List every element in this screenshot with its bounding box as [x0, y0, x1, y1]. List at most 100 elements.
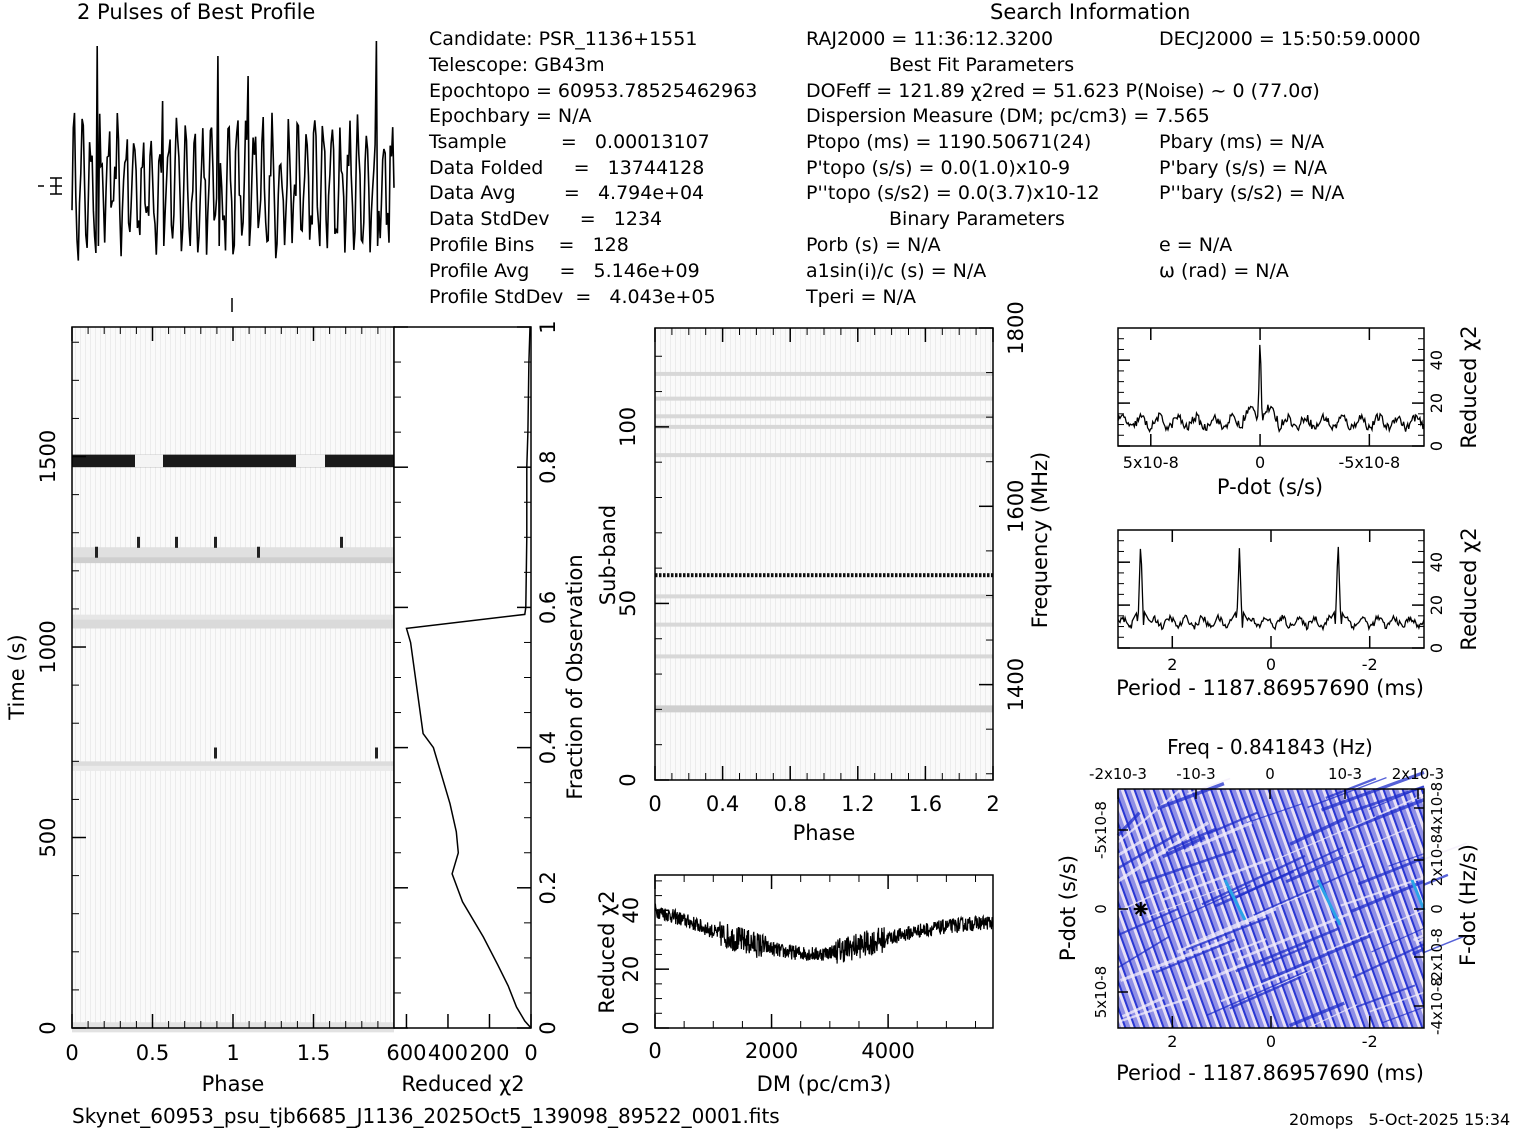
subband-dark-band	[811, 573, 814, 578]
subband-dark-band	[659, 573, 662, 578]
tc-ytick-label: 0	[536, 1021, 560, 1034]
subband-dark-band	[667, 573, 670, 578]
subband-dark-band	[799, 573, 802, 578]
ppdot-streak	[1151, 884, 1251, 931]
info-data-folded: Data Folded = 13744128	[429, 157, 705, 179]
info-p-bary: Pbary (ms) = N/A	[1159, 131, 1325, 153]
ppdot-ylabel2: F-dot (Hz/s)	[1456, 844, 1480, 966]
time-phase-plot: 0 0.5 1 1.5 0 500 1000 1500 Phase Time (s)	[5, 326, 395, 1096]
ppdot-streak	[1187, 777, 1231, 795]
sb-freq-label: 1400	[1004, 658, 1028, 711]
subband-dark-band	[915, 573, 918, 578]
subband-grey-band	[655, 622, 993, 627]
pp-xtick-label: -2	[1362, 1032, 1378, 1051]
tp-ytick-label: 1500	[36, 430, 60, 483]
subband-dark-band	[979, 573, 982, 578]
info-p-topo: Ptopo (ms) = 1190.50671(24)	[806, 131, 1092, 153]
subband-dark-band	[931, 573, 934, 578]
pp-lefttick-label: 5x10-8	[1092, 966, 1110, 1018]
small-xtick-label: -2	[1362, 655, 1378, 674]
ppdot-streak	[1117, 830, 1182, 870]
subband-dark-band	[891, 573, 894, 578]
sb-xtick-label: 2	[986, 792, 999, 816]
ppdot-streak	[1371, 927, 1425, 953]
info-dof: DOFeff = 121.89 χ2red = 51.623 P(Noise) …	[806, 80, 1320, 102]
time-phase-gap	[296, 454, 325, 468]
time-phase-dot	[257, 546, 260, 558]
ppdot-streak	[1220, 963, 1310, 1003]
subband-dark-band	[899, 573, 902, 578]
subband-dark-band	[703, 573, 706, 578]
subband-dark-band	[815, 573, 818, 578]
dm-chi2-line	[654, 903, 994, 964]
subband-dark-band	[727, 573, 730, 578]
subband-dark-band	[955, 573, 958, 578]
ppdot-streak	[1289, 816, 1346, 846]
info-telescope: Telescope: GB43m	[429, 54, 605, 76]
ppdot-streak	[1347, 785, 1425, 815]
time-phase-row	[72, 761, 394, 769]
pdot-xlabel: P-dot (s/s)	[1217, 475, 1323, 499]
sb-xtick-label: 0.4	[706, 792, 739, 816]
subband-dark-band	[923, 573, 926, 578]
small-xtick-label: 0	[1266, 655, 1276, 674]
subband-dark-band	[675, 573, 678, 578]
subband-dark-band	[907, 573, 910, 578]
ppdot-streak	[1322, 909, 1425, 954]
ppdot-streak	[1382, 1006, 1425, 1024]
pp-xtick-label: 2	[1167, 1032, 1177, 1051]
info-a1: a1sin(i)/c (s) = N/A	[806, 260, 987, 282]
ppdot-streak	[1146, 883, 1234, 918]
subband-dark-band	[783, 573, 786, 578]
info-pdd-topo: P''topo (s/s2) = 0.0(3.7)x10-12	[806, 182, 1100, 204]
ppdot-alias-streak	[1223, 879, 1247, 921]
subband-dark-band	[671, 573, 674, 578]
tc-xtick-label: 0	[524, 1041, 537, 1065]
ppdot-streak	[1412, 934, 1425, 941]
subband-dark-band	[827, 573, 830, 578]
subband-grey-band	[655, 654, 993, 659]
time-phase-dot	[214, 747, 217, 759]
ppdot-streak	[1183, 962, 1246, 992]
dm-xtick-label: 4000	[861, 1039, 914, 1063]
subband-dark-band	[823, 573, 826, 578]
sb-ytick-label: 50	[616, 590, 640, 617]
subband-dark-band	[859, 573, 862, 578]
ppdot-streak	[1246, 802, 1304, 824]
subband-dark-band	[787, 573, 790, 578]
ppdot-streak	[1211, 938, 1267, 962]
p-pdot-plane: Freq - 0.841843 (Hz) 2 0 -2 -2x10-3 -10-3 0 10…	[1056, 735, 1480, 1085]
subband-dark-band	[771, 573, 774, 578]
subband-dark-band	[655, 573, 658, 578]
profile-error-bar	[50, 177, 62, 195]
subband-ylabel: Sub-band	[596, 505, 620, 605]
ppdot-streak	[1260, 934, 1371, 984]
pp-righttick-label: 4x10-8	[1428, 782, 1446, 834]
time-phase-ylabel: Time (s)	[5, 634, 29, 720]
ppdot-streak	[1369, 991, 1425, 1013]
subband-dark-band	[763, 573, 766, 578]
subband-dark-band	[751, 573, 754, 578]
subband-dark-band	[963, 573, 966, 578]
sb-ytick-label: 0	[616, 773, 640, 786]
ppdot-streak	[1274, 815, 1377, 861]
info-data-avg: Data Avg = 4.794e+04	[429, 182, 705, 204]
small-ytick-label: 0	[1427, 441, 1446, 451]
subband-dark-band	[987, 573, 990, 578]
subband-dark-band	[711, 573, 714, 578]
info-epoch-topo: Epochtopo = 60953.78525462963	[429, 80, 758, 102]
subband-dark-band	[735, 573, 738, 578]
info-dm: Dispersion Measure (DM; pc/cm3) = 7.565	[806, 105, 1210, 127]
info-t-peri: Tperi = N/A	[806, 286, 917, 308]
subband-freq-label: Frequency (MHz)	[1028, 452, 1052, 628]
tp-ytick-label: 0	[36, 1021, 60, 1034]
subband-dark-band	[895, 573, 898, 578]
best-fit-title: Best Fit Parameters	[889, 54, 1075, 76]
subband-dark-band	[919, 573, 922, 578]
time-phase-row	[72, 555, 394, 564]
ppdot-streak	[1176, 907, 1277, 954]
search-info-title: Search Information	[990, 0, 1191, 24]
small-ytick-label: 40	[1427, 350, 1446, 370]
ppdot-streak	[1340, 876, 1425, 907]
ppdot-streak	[1117, 907, 1179, 936]
